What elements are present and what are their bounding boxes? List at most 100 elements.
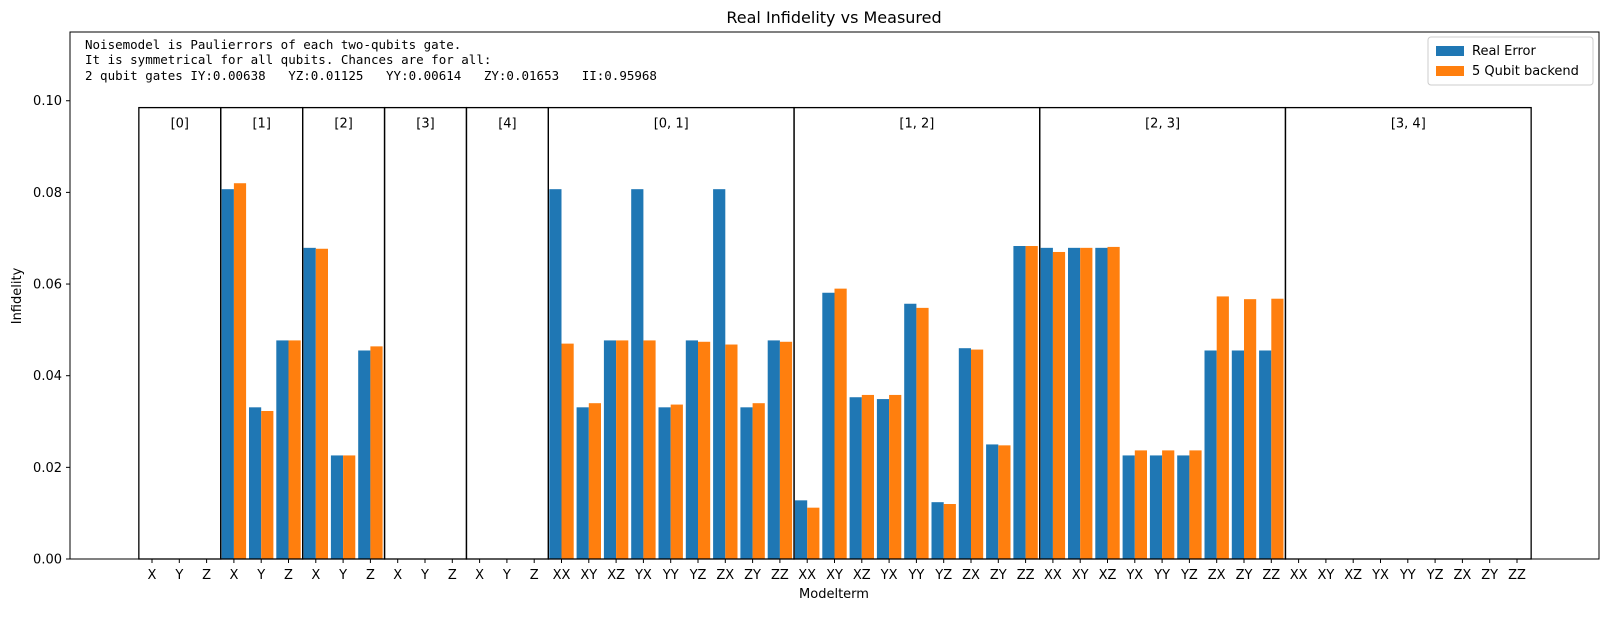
x-tick-label-8: Z xyxy=(366,568,375,583)
bar-real-error-24 xyxy=(795,500,808,559)
bar-5-qubit-backend-29 xyxy=(943,504,956,559)
bar-real-error-23 xyxy=(767,340,780,559)
bar-real-error-18 xyxy=(631,189,644,559)
x-tick-label-10: Y xyxy=(420,568,429,583)
bar-real-error-32 xyxy=(1013,246,1026,559)
bar-real-error-20 xyxy=(685,340,698,559)
bar-real-error-37 xyxy=(1149,455,1163,559)
annotation-line-1: Noisemodel is Paulierrors of each two-qu… xyxy=(85,37,461,52)
group-box-4 xyxy=(465,106,550,560)
x-tick-label-23: ZZ xyxy=(771,568,789,583)
legend-swatch-5-qubit-backend xyxy=(1436,66,1464,76)
bar-5-qubit-backend-23 xyxy=(779,341,793,559)
bar-5-qubit-backend-37 xyxy=(1162,450,1175,559)
group-label-2: [2] xyxy=(334,117,352,132)
x-tick-label-38: YZ xyxy=(1180,568,1198,583)
x-tick-label-29: YZ xyxy=(934,568,952,583)
bar-5-qubit-backend-15 xyxy=(561,343,574,559)
x-tick-label-46: YY xyxy=(1399,568,1416,583)
annotation-line-2: It is symmetrical for all qubits. Chance… xyxy=(85,52,491,67)
x-tick-label-32: ZZ xyxy=(1017,568,1035,583)
x-tick-label-4: Y xyxy=(256,568,265,583)
legend-label-5-qubit-backend: 5 Qubit backend xyxy=(1472,64,1579,79)
bar-5-qubit-backend-40 xyxy=(1244,299,1257,559)
group-label-8: [3, 4] xyxy=(1391,117,1426,132)
x-tick-label-27: YX xyxy=(880,568,898,583)
group-label-3: [3] xyxy=(416,117,434,132)
x-tick-label-16: XY xyxy=(580,568,597,583)
x-tick-label-14: Z xyxy=(530,568,539,583)
bar-5-qubit-backend-38 xyxy=(1189,450,1202,559)
bar-5-qubit-backend-31 xyxy=(998,445,1011,559)
x-tick-label-20: YZ xyxy=(689,568,707,583)
bar-5-qubit-backend-22 xyxy=(752,403,765,559)
bar-real-error-5 xyxy=(276,340,289,559)
x-tick-label-7: Y xyxy=(338,568,347,583)
bar-real-error-3 xyxy=(221,189,234,559)
bar-real-error-19 xyxy=(658,407,671,559)
group-label-6: [1, 2] xyxy=(899,117,934,132)
bar-5-qubit-backend-17 xyxy=(616,340,629,559)
bar-5-qubit-backend-5 xyxy=(288,340,301,559)
group-label-1: [1] xyxy=(252,117,270,132)
bar-5-qubit-backend-28 xyxy=(916,307,929,559)
bar-real-error-4 xyxy=(249,407,262,559)
bar-real-error-31 xyxy=(986,444,999,559)
y-tick-label-2: 0.04 xyxy=(33,369,62,384)
x-tick-label-48: ZX xyxy=(1453,568,1471,583)
bar-real-error-15 xyxy=(549,189,562,559)
group-label-0: [0] xyxy=(171,117,189,132)
legend-label-real-error: Real Error xyxy=(1472,44,1537,59)
y-tick-label-1: 0.02 xyxy=(33,461,62,476)
bar-5-qubit-backend-3 xyxy=(233,183,247,560)
bar-5-qubit-backend-20 xyxy=(698,341,711,559)
bar-real-error-22 xyxy=(740,407,753,559)
x-tick-label-24: XX xyxy=(798,568,816,583)
x-tick-label-28: YY xyxy=(907,568,924,583)
bar-5-qubit-backend-30 xyxy=(971,349,984,559)
bar-real-error-16 xyxy=(576,407,589,559)
bar-real-error-40 xyxy=(1231,350,1244,559)
bar-real-error-34 xyxy=(1068,247,1081,559)
bar-real-error-35 xyxy=(1095,247,1108,559)
bar-real-error-17 xyxy=(603,340,617,559)
x-tick-label-36: YX xyxy=(1125,568,1143,583)
x-tick-label-22: ZY xyxy=(744,568,761,583)
bars-layer xyxy=(221,183,1284,560)
x-tick-label-49: ZY xyxy=(1481,568,1498,583)
bar-real-error-39 xyxy=(1204,350,1217,559)
bar-5-qubit-backend-25 xyxy=(834,288,847,559)
x-tick-label-19: YY xyxy=(662,568,679,583)
bar-real-error-41 xyxy=(1259,350,1272,559)
bar-5-qubit-backend-41 xyxy=(1271,298,1284,559)
x-tick-label-45: YX xyxy=(1371,568,1389,583)
x-tick-label-34: XY xyxy=(1072,568,1089,583)
x-tick-label-15: XX xyxy=(553,568,571,583)
x-tick-label-47: YZ xyxy=(1426,568,1444,583)
x-tick-label-37: YY xyxy=(1153,568,1170,583)
bar-5-qubit-backend-16 xyxy=(588,403,601,559)
bar-5-qubit-backend-26 xyxy=(861,394,874,559)
bar-real-error-33 xyxy=(1040,247,1053,559)
x-tick-label-12: X xyxy=(475,568,484,583)
x-tick-label-0: X xyxy=(148,568,157,583)
x-tick-label-26: XZ xyxy=(853,568,871,583)
x-tick-label-25: XY xyxy=(826,568,843,583)
y-tick-label-3: 0.06 xyxy=(33,278,62,293)
chart-title: Real Infidelity vs Measured xyxy=(726,8,941,27)
x-axis: X Y Z X Y Z X Y Z X Y Z X Y Z XX XY XZ YX YY YZ ZX ZY ZZ XX XY XZ Y… xyxy=(148,559,1526,583)
bar-5-qubit-backend-33 xyxy=(1052,251,1066,559)
bar-real-error-6 xyxy=(303,247,316,559)
group-label-4: [4] xyxy=(498,117,516,132)
bar-5-qubit-backend-36 xyxy=(1134,450,1147,559)
y-tick-label-0: 0.00 xyxy=(33,553,62,568)
x-tick-label-18: YX xyxy=(634,568,652,583)
bar-real-error-26 xyxy=(849,397,862,559)
bar-real-error-38 xyxy=(1177,455,1190,559)
annotation-box: Noisemodel is Paulierrors of each two-qu… xyxy=(85,37,657,83)
x-tick-label-42: XX xyxy=(1290,568,1308,583)
legend-frame xyxy=(1427,36,1594,86)
x-tick-label-6: X xyxy=(311,568,320,583)
